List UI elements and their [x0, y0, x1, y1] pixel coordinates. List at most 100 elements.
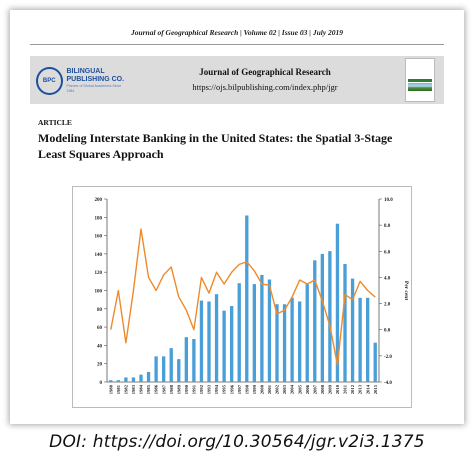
bar [109, 380, 113, 382]
publisher-tagline: Pioneer of Global Academics Since 1984 [66, 84, 122, 93]
x-tick-label: 2005 [297, 384, 302, 394]
bar [207, 301, 211, 382]
right-tick-label: 2.0 [384, 303, 391, 308]
bar [222, 310, 226, 382]
x-tick-label: 1984 [139, 384, 144, 394]
header-rule [30, 44, 444, 45]
x-tick-label: 2003 [282, 384, 287, 394]
article-title: Modeling Interstate Banking in the Unite… [38, 130, 438, 162]
journal-title: Journal of Geographical Research [199, 67, 331, 77]
right-tick-label: -2.0 [384, 355, 392, 360]
right-tick-label: 6.0 [384, 250, 391, 255]
bar [146, 371, 151, 382]
x-tick-label: 2013 [358, 384, 363, 394]
left-tick-label: 100 [95, 290, 103, 295]
publisher-name-line2: PUBLISHING CO. [66, 76, 125, 83]
x-tick-label: 2007 [312, 384, 317, 394]
publisher-name-line1: BILINGUAL [66, 68, 105, 75]
x-tick-label: 1997 [237, 384, 242, 394]
journal-url[interactable]: https://ojs.bilpublishing.com/index.php/… [192, 82, 338, 92]
left-tick-label: 40 [97, 344, 103, 349]
journal-cover-image [405, 58, 435, 102]
bar [275, 304, 279, 382]
running-head: Journal of Geographical Research | Volum… [130, 28, 344, 37]
x-tick-label: 1981 [116, 384, 121, 394]
x-tick-label: 1991 [191, 384, 196, 394]
x-tick-label: 2006 [305, 384, 310, 394]
bar [199, 300, 204, 382]
bar [116, 380, 120, 382]
x-tick-label: 1993 [207, 384, 212, 394]
right-tick-label: 10.0 [384, 198, 393, 203]
article-label: ARTICLE [38, 118, 72, 127]
bar [184, 337, 188, 382]
x-tick-label: 1998 [244, 384, 249, 394]
x-tick-label: 1987 [161, 384, 166, 394]
left-tick-label: 140 [95, 253, 103, 258]
chart-svg: 0 20 40 60 80 100 120 140 160 180 200 -4.0 -2.0 0.0 2.… [95, 198, 410, 394]
bar [298, 301, 302, 382]
x-tick-label: 1989 [176, 384, 181, 394]
bar [335, 223, 340, 382]
bar [267, 279, 272, 382]
article-title-line1: Modeling Interstate Banking in the Unite… [38, 131, 393, 145]
x-tick-label: 1983 [131, 384, 136, 394]
bar [252, 284, 256, 382]
bar [131, 377, 136, 382]
left-tick-label: 20 [97, 363, 103, 368]
right-tick-label: 4.0 [384, 276, 391, 281]
x-tick-label: 2008 [320, 384, 325, 394]
figure-chart: 0 20 40 60 80 100 120 140 160 180 200 -4.0 -2.0 0.0 2.… [72, 186, 412, 408]
bar [162, 356, 166, 382]
left-tick-label: 120 [95, 271, 103, 276]
left-tick-label: 0 [100, 381, 103, 386]
right-axis-label: Per cent [403, 281, 409, 300]
bar [245, 215, 249, 382]
bar [358, 297, 362, 382]
bar [139, 374, 143, 382]
x-tick-label: 2002 [275, 384, 280, 394]
x-tick-label: 2009 [327, 384, 332, 394]
x-tick-label: 2011 [343, 384, 348, 394]
x-tick-label: 2010 [335, 384, 340, 394]
x-tick-label: 1995 [222, 384, 227, 394]
bar [305, 284, 309, 382]
bar [320, 253, 324, 382]
doi-link[interactable]: DOI: https://doi.org/10.30564/jgr.v2i3.1… [49, 432, 425, 452]
right-tick-label: 0.0 [384, 329, 391, 334]
x-tick-label: 1996 [229, 384, 234, 394]
bar [350, 278, 355, 382]
x-tick-label: 1992 [199, 384, 204, 394]
bar [237, 283, 241, 382]
x-tick-label: 2015 [373, 384, 378, 394]
x-tick-label: 2014 [365, 384, 370, 394]
publisher-logo: BPC BILINGUAL PUBLISHING CO. Pioneer of … [36, 62, 126, 100]
article-title-line2: Least Squares Approach [38, 147, 164, 161]
publisher-name: BILINGUAL PUBLISHING CO. Pioneer of Glob… [67, 68, 127, 94]
x-tick-label: 1982 [123, 384, 128, 394]
logo-mark-icon: BPC [36, 67, 63, 95]
bar [290, 297, 294, 382]
right-tick-label: 8.0 [384, 224, 391, 229]
bar [282, 304, 287, 382]
left-tick-label: 80 [97, 308, 103, 313]
x-tick-label: 2001 [267, 384, 272, 394]
x-tick-label: 1986 [154, 384, 159, 394]
x-tick-label: 1990 [184, 384, 189, 394]
x-tick-label: 1994 [214, 384, 219, 394]
x-tick-label: 2012 [350, 384, 355, 394]
bar [260, 274, 264, 382]
bar [373, 342, 377, 382]
x-tick-label: 2004 [290, 384, 295, 394]
x-tick-label: 1985 [146, 384, 151, 394]
left-tick-label: 60 [97, 326, 103, 331]
bar [154, 356, 158, 382]
right-tick-label: -4.0 [384, 381, 392, 386]
bar [124, 377, 128, 382]
x-tick-label: 1988 [169, 384, 174, 394]
left-tick-label: 180 [95, 216, 103, 221]
bar [177, 359, 181, 382]
x-tick-label: 2000 [259, 384, 264, 394]
series-line [110, 228, 376, 366]
journal-banner [30, 56, 444, 104]
